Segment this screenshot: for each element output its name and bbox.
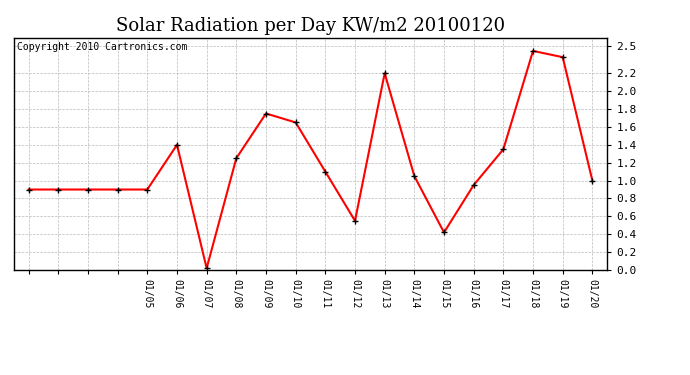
Title: Solar Radiation per Day KW/m2 20100120: Solar Radiation per Day KW/m2 20100120 [116,16,505,34]
Text: Copyright 2010 Cartronics.com: Copyright 2010 Cartronics.com [17,42,187,52]
